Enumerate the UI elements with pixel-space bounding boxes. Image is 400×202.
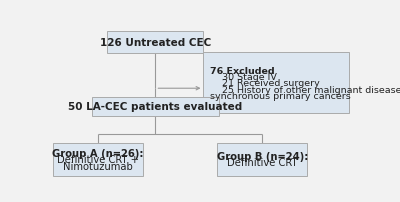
Text: Nimotuzumab: Nimotuzumab <box>63 161 133 171</box>
FancyBboxPatch shape <box>92 97 219 116</box>
FancyBboxPatch shape <box>218 143 307 176</box>
Text: 30 Stage IV: 30 Stage IV <box>210 73 276 82</box>
Text: 126 Untreated CEC: 126 Untreated CEC <box>100 38 211 48</box>
Text: 76 Excluded: 76 Excluded <box>210 66 274 75</box>
Text: Group A (n=26):: Group A (n=26): <box>52 148 144 158</box>
Text: Definitive CRT +: Definitive CRT + <box>57 155 139 165</box>
FancyBboxPatch shape <box>53 143 143 176</box>
Text: synchronous primary cancers: synchronous primary cancers <box>210 91 350 100</box>
Text: 21 Received surgery: 21 Received surgery <box>210 79 319 88</box>
Text: Group B (n=24):: Group B (n=24): <box>217 152 308 161</box>
Text: Definitive CRT: Definitive CRT <box>227 158 298 168</box>
Text: 25 History of other malignant disease or: 25 History of other malignant disease or <box>210 85 400 94</box>
Text: 50 LA-CEC patients evaluated: 50 LA-CEC patients evaluated <box>68 102 242 112</box>
FancyBboxPatch shape <box>107 32 204 54</box>
FancyBboxPatch shape <box>204 53 349 114</box>
